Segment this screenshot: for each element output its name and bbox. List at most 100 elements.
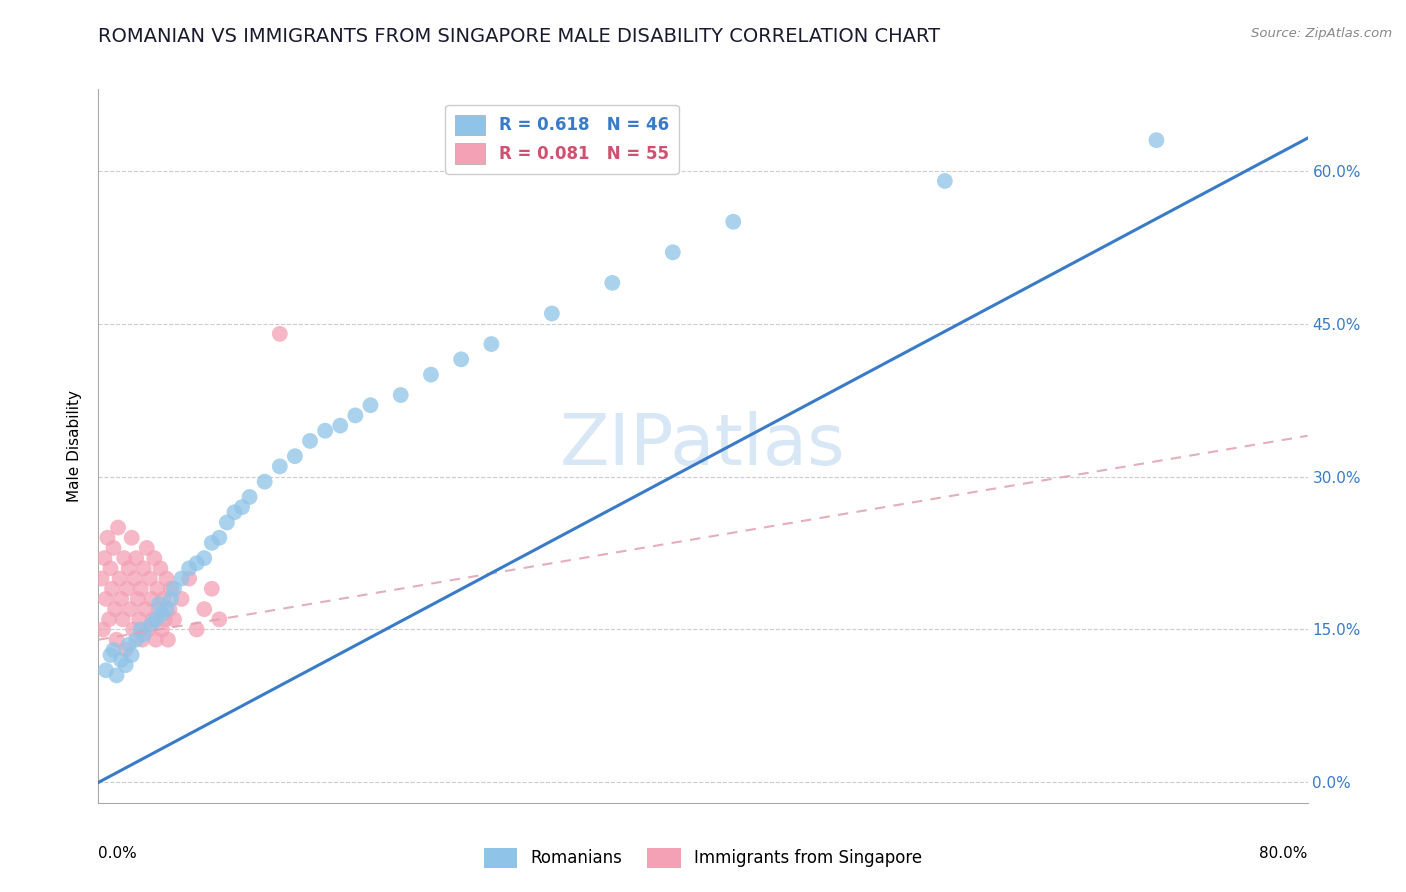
Point bbox=[103, 643, 125, 657]
Point bbox=[239, 490, 262, 504]
Point bbox=[94, 591, 117, 606]
Point bbox=[163, 612, 186, 626]
Point bbox=[129, 623, 152, 637]
Point bbox=[111, 612, 134, 626]
Point bbox=[450, 352, 472, 367]
Point bbox=[118, 561, 141, 575]
Point bbox=[100, 648, 122, 662]
Point bbox=[124, 572, 146, 586]
Point bbox=[540, 306, 562, 320]
Point bbox=[105, 668, 128, 682]
Point bbox=[253, 475, 276, 489]
Point bbox=[934, 174, 956, 188]
Point bbox=[141, 617, 163, 632]
Point bbox=[193, 551, 215, 566]
Point bbox=[101, 582, 124, 596]
Point bbox=[96, 531, 118, 545]
Point bbox=[114, 658, 136, 673]
Point bbox=[110, 591, 132, 606]
Point bbox=[120, 602, 142, 616]
Point bbox=[121, 531, 143, 545]
Point bbox=[314, 424, 336, 438]
Point bbox=[110, 653, 132, 667]
Point bbox=[145, 632, 167, 647]
Point bbox=[179, 572, 201, 586]
Point bbox=[170, 572, 193, 586]
Point bbox=[155, 602, 177, 616]
Point bbox=[150, 623, 173, 637]
Point bbox=[90, 572, 112, 586]
Point bbox=[100, 561, 122, 575]
Point bbox=[186, 623, 208, 637]
Point bbox=[661, 245, 683, 260]
Point bbox=[160, 582, 183, 596]
Point bbox=[103, 541, 125, 555]
Point bbox=[201, 582, 224, 596]
Point bbox=[481, 337, 503, 351]
Point bbox=[94, 663, 117, 677]
Point bbox=[135, 541, 157, 555]
Point bbox=[602, 276, 624, 290]
Point bbox=[132, 627, 155, 641]
Point bbox=[269, 459, 291, 474]
Point bbox=[170, 591, 193, 606]
Point bbox=[152, 591, 174, 606]
Text: ROMANIAN VS IMMIGRANTS FROM SINGAPORE MALE DISABILITY CORRELATION CHART: ROMANIAN VS IMMIGRANTS FROM SINGAPORE MA… bbox=[98, 27, 941, 45]
Text: Source: ZipAtlas.com: Source: ZipAtlas.com bbox=[1251, 27, 1392, 40]
Point bbox=[91, 623, 114, 637]
Point bbox=[98, 612, 121, 626]
Text: ZIPatlas: ZIPatlas bbox=[560, 411, 846, 481]
Point bbox=[148, 597, 170, 611]
Point bbox=[125, 632, 148, 647]
Point bbox=[269, 326, 291, 341]
Point bbox=[153, 612, 176, 626]
Point bbox=[155, 572, 177, 586]
Point bbox=[121, 648, 143, 662]
Point bbox=[148, 602, 170, 616]
Point bbox=[344, 409, 367, 423]
Point bbox=[163, 582, 186, 596]
Point bbox=[127, 591, 149, 606]
Legend: Romanians, Immigrants from Singapore: Romanians, Immigrants from Singapore bbox=[477, 841, 929, 875]
Point bbox=[224, 505, 246, 519]
Point bbox=[156, 632, 179, 647]
Point bbox=[139, 572, 162, 586]
Text: 0.0%: 0.0% bbox=[98, 846, 138, 861]
Point bbox=[723, 215, 745, 229]
Point bbox=[360, 398, 382, 412]
Point bbox=[104, 602, 127, 616]
Point bbox=[145, 612, 167, 626]
Point bbox=[114, 643, 136, 657]
Point bbox=[231, 500, 253, 515]
Point bbox=[208, 531, 231, 545]
Point bbox=[132, 561, 155, 575]
Point bbox=[284, 449, 307, 463]
Point bbox=[108, 572, 131, 586]
Text: 80.0%: 80.0% bbox=[1260, 846, 1308, 861]
Point bbox=[420, 368, 443, 382]
Point bbox=[115, 582, 138, 596]
Point bbox=[128, 612, 150, 626]
Point bbox=[93, 551, 115, 566]
Point bbox=[159, 602, 181, 616]
Point bbox=[112, 551, 135, 566]
Point bbox=[150, 607, 173, 622]
Y-axis label: Male Disability: Male Disability bbox=[67, 390, 83, 502]
Point bbox=[136, 623, 159, 637]
Point bbox=[122, 623, 145, 637]
Point bbox=[142, 612, 165, 626]
Point bbox=[179, 561, 201, 575]
Point bbox=[131, 632, 153, 647]
Point bbox=[160, 591, 183, 606]
Point bbox=[208, 612, 231, 626]
Point bbox=[105, 632, 128, 647]
Point bbox=[149, 561, 172, 575]
Point bbox=[125, 551, 148, 566]
Point bbox=[118, 638, 141, 652]
Point bbox=[193, 602, 215, 616]
Point bbox=[299, 434, 322, 448]
Point bbox=[146, 582, 169, 596]
Point bbox=[141, 591, 163, 606]
Point bbox=[129, 582, 152, 596]
Point bbox=[186, 556, 208, 570]
